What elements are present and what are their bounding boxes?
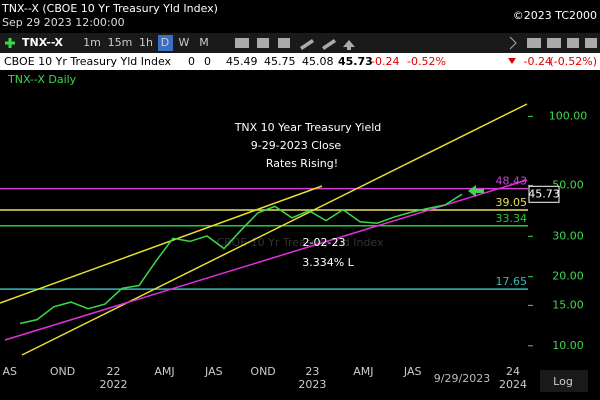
watermark: CBOE 10 Yr Treasury Yld Index (216, 236, 384, 249)
x-tick-label: 23 (305, 365, 319, 378)
quote-right-change-pct: (-0.52%) (550, 55, 598, 68)
level-label: 48.43 (496, 175, 528, 188)
icon[interactable] (547, 38, 561, 48)
log-button[interactable] (540, 370, 588, 392)
quote-field: 45.49 (226, 55, 258, 68)
y-tick-label: 50.00 (552, 178, 584, 191)
annotation: 9-29-2023 Close (251, 139, 342, 152)
trendline (21, 103, 528, 356)
toolbar-icons (235, 36, 597, 50)
x-tick-label: 22 (107, 365, 121, 378)
timeframe[interactable]: W (179, 36, 190, 49)
icon[interactable] (235, 38, 249, 48)
quote-field: 0 (188, 55, 195, 68)
icon[interactable] (567, 38, 579, 48)
down-arrow (508, 58, 516, 64)
quote-field: 0 (204, 55, 211, 68)
timeframe[interactable]: M (199, 36, 209, 49)
x-tick-label: 24 (506, 365, 520, 378)
level-label: 17.65 (496, 275, 528, 288)
icon[interactable] (509, 36, 517, 50)
timestamp: Sep 29 2023 12:00:00 (2, 16, 125, 29)
symbol[interactable]: TNX--X (22, 36, 64, 49)
y-tick-label: 10.00 (552, 339, 584, 352)
annotation: 3.334% L (302, 256, 354, 269)
y-tick-label: 15.00 (552, 298, 584, 311)
last-date-label: 9/29/2023 (434, 372, 490, 385)
price-line (19, 193, 463, 325)
year-label: 2022 (100, 378, 128, 391)
arrow-marker (468, 185, 484, 197)
toolbar (0, 33, 600, 53)
timeframe[interactable]: 1m (83, 36, 101, 49)
quote-field: 45.73 (338, 55, 373, 68)
x-tick-label: OND (250, 365, 275, 378)
quote-change-pct: -0.52% (407, 55, 446, 68)
window-title: TNX--X (CBOE 10 Yr Treasury Yld Index) (1, 2, 218, 15)
x-tick-label: OND (50, 365, 75, 378)
annotation: TNX 10 Year Treasury Yield (234, 121, 382, 134)
level-label: 33.34 (496, 212, 528, 225)
last-price-box (528, 185, 560, 203)
timeframe-selected (158, 35, 173, 51)
x-tick-label: AMJ (353, 365, 373, 378)
x-tick-label: AMJ (154, 365, 174, 378)
x-tick-label: AS (3, 365, 18, 378)
x-tick-label: JAS (204, 365, 223, 378)
quote-right-change: -0.24 (524, 55, 552, 68)
x-tick-label: JAS (403, 365, 422, 378)
timeframe[interactable]: 15m (108, 36, 133, 49)
trendline (0, 185, 323, 304)
annotation: Rates Rising! (266, 157, 338, 170)
quote-name: CBOE 10 Yr Treasury Yld Index (4, 55, 172, 68)
icon[interactable] (585, 38, 597, 48)
y-tick-label: 30.00 (552, 229, 584, 242)
quote-bar (0, 53, 600, 70)
icon[interactable] (278, 38, 290, 48)
quote-change: -0.24 (371, 55, 399, 68)
icon[interactable] (343, 40, 355, 50)
annotation: 2-02-23 (303, 236, 346, 249)
last-price-label: 45.73 (528, 187, 560, 200)
y-tick-label: 20.00 (552, 270, 584, 283)
icon[interactable] (300, 39, 314, 50)
timeframe[interactable]: 1h (139, 36, 153, 49)
add-button[interactable] (5, 38, 15, 48)
icon[interactable] (322, 39, 336, 50)
copyright: ©2023 TC2000 (513, 9, 597, 22)
timeframe[interactable]: D (161, 36, 169, 49)
year-label: 2023 (298, 378, 326, 391)
icon[interactable] (527, 38, 541, 48)
legend-entry: TNX--X Daily (7, 73, 77, 86)
icon[interactable] (257, 38, 269, 48)
y-tick-label: 100.00 (549, 109, 588, 122)
scale-button-label[interactable]: Log (553, 375, 573, 388)
quote-field: 45.08 (302, 55, 334, 68)
year-label: 2024 (499, 378, 527, 391)
quote-field: 45.75 (264, 55, 296, 68)
level-label: 39.05 (496, 196, 528, 209)
